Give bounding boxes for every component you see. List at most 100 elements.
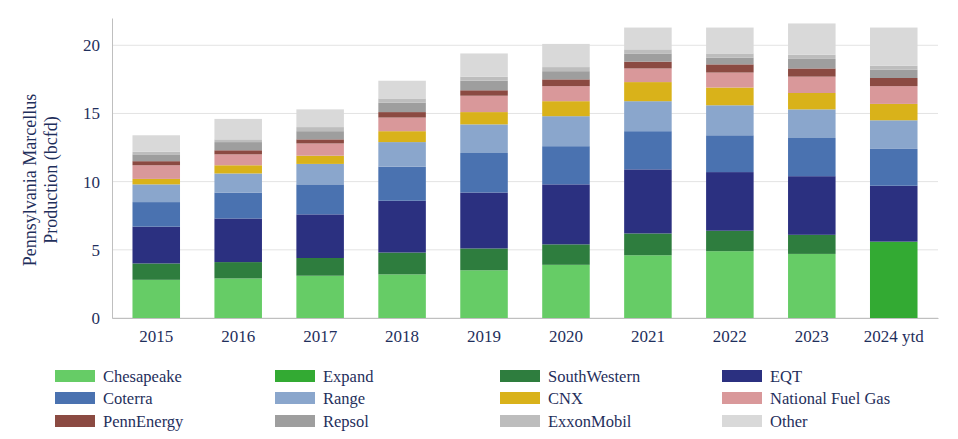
y-tick: 20	[83, 36, 112, 55]
bar-segment	[132, 135, 180, 151]
bar-segment	[296, 184, 344, 214]
bar-segment	[542, 71, 590, 79]
bar-segment	[214, 218, 262, 262]
bar-segment	[214, 154, 262, 165]
bar-segment	[132, 154, 180, 161]
bar-segment	[214, 278, 262, 318]
bar-segment	[296, 156, 344, 164]
bar-segment	[870, 242, 918, 318]
bar-segment	[870, 120, 918, 149]
legend-swatch	[500, 370, 540, 382]
x-tick-label: 2020	[549, 327, 583, 346]
bar-segment	[542, 101, 590, 116]
legend-swatch	[500, 415, 540, 427]
legend-swatch	[722, 392, 762, 404]
bar-segment	[214, 150, 262, 154]
legend-label: National Fuel Gas	[770, 389, 890, 408]
legend-label: EQT	[770, 367, 802, 386]
bar-segment	[542, 146, 590, 184]
bar-segment	[870, 104, 918, 120]
bar-segment	[624, 62, 672, 69]
bar-segment	[460, 90, 508, 95]
bars	[132, 23, 917, 318]
bar-segment	[296, 214, 344, 258]
bar-segment	[870, 86, 918, 104]
bar-segment	[378, 112, 426, 117]
legend-swatch	[275, 392, 315, 404]
bar-segment	[624, 53, 672, 61]
bar-segment	[132, 179, 180, 184]
bar-segment	[460, 112, 508, 124]
bar-segment	[788, 109, 836, 138]
bar-segment	[132, 263, 180, 279]
bar-segment	[132, 165, 180, 179]
x-tick-label: 2023	[795, 327, 829, 346]
bar-segment	[378, 167, 426, 201]
bar-segment	[296, 276, 344, 318]
bar-segment	[542, 116, 590, 146]
bar-segment	[296, 258, 344, 276]
bar-segment	[624, 49, 672, 53]
x-tick-label: 2024 ytd	[864, 327, 924, 346]
bar-segment	[214, 165, 262, 173]
x-tick-label: 2019	[467, 327, 501, 346]
bar-segment	[132, 184, 180, 202]
legend-swatch	[55, 392, 95, 404]
x-tick: 2022	[713, 318, 747, 346]
bar-segment	[460, 77, 508, 81]
legend-swatch	[275, 415, 315, 427]
bar-segment	[378, 81, 426, 99]
y-axis-title: Pennsylvania MarcellusProduction (bcfd)	[20, 94, 62, 266]
legend-label: Expand	[323, 367, 374, 386]
chart: 0510152020152016201720182019202020212022…	[0, 0, 958, 439]
bar-segment	[460, 124, 508, 153]
bar-segment	[706, 64, 754, 72]
bar-segment	[296, 131, 344, 139]
y-tick-label: 0	[92, 309, 101, 328]
bar-segment	[132, 280, 180, 318]
legend-label: Coterra	[103, 389, 153, 408]
bar-segment	[378, 118, 426, 132]
bar-segment	[870, 78, 918, 86]
legend-label: PennEnergy	[103, 412, 184, 431]
bar-segment	[788, 59, 836, 69]
bar-segment	[214, 262, 262, 278]
bar-segment	[624, 169, 672, 233]
bar-segment	[542, 79, 590, 86]
bar-segment	[788, 235, 836, 254]
bar-segment	[542, 265, 590, 318]
bar-segment	[706, 53, 754, 57]
x-axis-line	[113, 318, 939, 319]
bar-segment	[214, 142, 262, 150]
y-tick: 15	[83, 104, 112, 123]
legend-label: Repsol	[323, 412, 369, 431]
x-tick-label: 2017	[303, 327, 338, 346]
bar-segment	[460, 153, 508, 193]
legend: ChesapeakeExpandSouthWesternEQTCoterraRa…	[55, 367, 890, 431]
y-tick-label: 10	[83, 173, 100, 192]
bar-segment	[378, 131, 426, 142]
bar-segment	[870, 66, 918, 70]
bar-segment	[706, 135, 754, 172]
legend-swatch	[55, 415, 95, 427]
x-axis: 2015201620172018201920202021202220232024…	[113, 318, 939, 346]
x-tick: 2021	[631, 318, 665, 346]
bar-segment	[214, 193, 262, 219]
legend-label: Chesapeake	[103, 367, 182, 386]
bar-segment	[542, 67, 590, 71]
bar-segment	[870, 149, 918, 186]
bar-segment	[214, 139, 262, 142]
legend-label: Other	[770, 412, 808, 431]
bar-segment	[788, 176, 836, 235]
y-tick-label: 20	[83, 36, 100, 55]
bar-segment	[378, 201, 426, 253]
bar-segment	[788, 77, 836, 93]
bar-segment	[542, 244, 590, 264]
y-tick: 10	[83, 173, 112, 192]
legend-label: Range	[323, 389, 365, 408]
bar-segment	[624, 131, 672, 169]
bar-segment	[706, 231, 754, 251]
bar-segment	[788, 23, 836, 54]
bar-segment	[706, 28, 754, 54]
y-tick-label: 15	[83, 104, 100, 123]
